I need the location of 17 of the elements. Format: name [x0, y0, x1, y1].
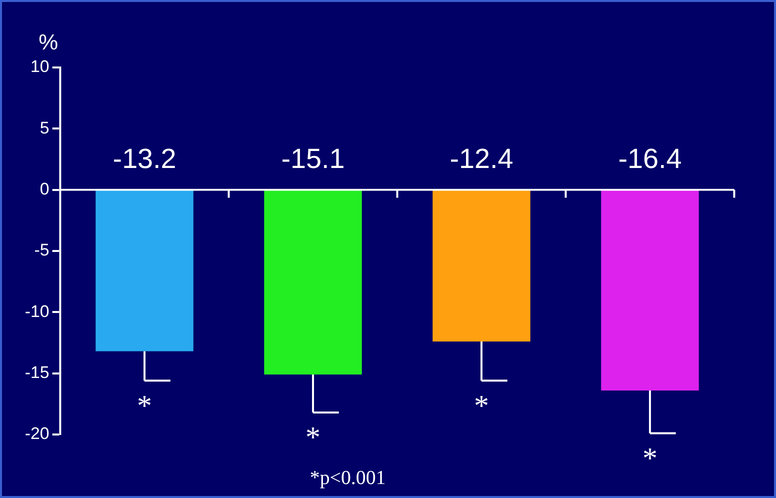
y-tick-label: -15 — [24, 363, 50, 382]
data-label: -12.4 — [450, 143, 514, 174]
y-tick-label: 5 — [40, 118, 50, 138]
y-tick-label: -20 — [24, 424, 50, 444]
data-label: -13.2 — [112, 143, 176, 174]
y-tick-label: 0 — [40, 179, 50, 198]
data-label: -15.1 — [281, 143, 345, 174]
data-label: -16.4 — [618, 143, 682, 174]
annotation: * — [306, 421, 320, 454]
y-tick-label: 10 — [30, 57, 50, 76]
annotation: * — [137, 389, 152, 422]
y-tick-label: -5 — [34, 240, 50, 260]
text: *p<0.001 — [310, 467, 386, 490]
annotation: * — [474, 389, 489, 422]
y-tick-label: -10 — [24, 302, 50, 321]
y-axis-title: % — [38, 30, 58, 55]
text: * — [642, 442, 658, 475]
